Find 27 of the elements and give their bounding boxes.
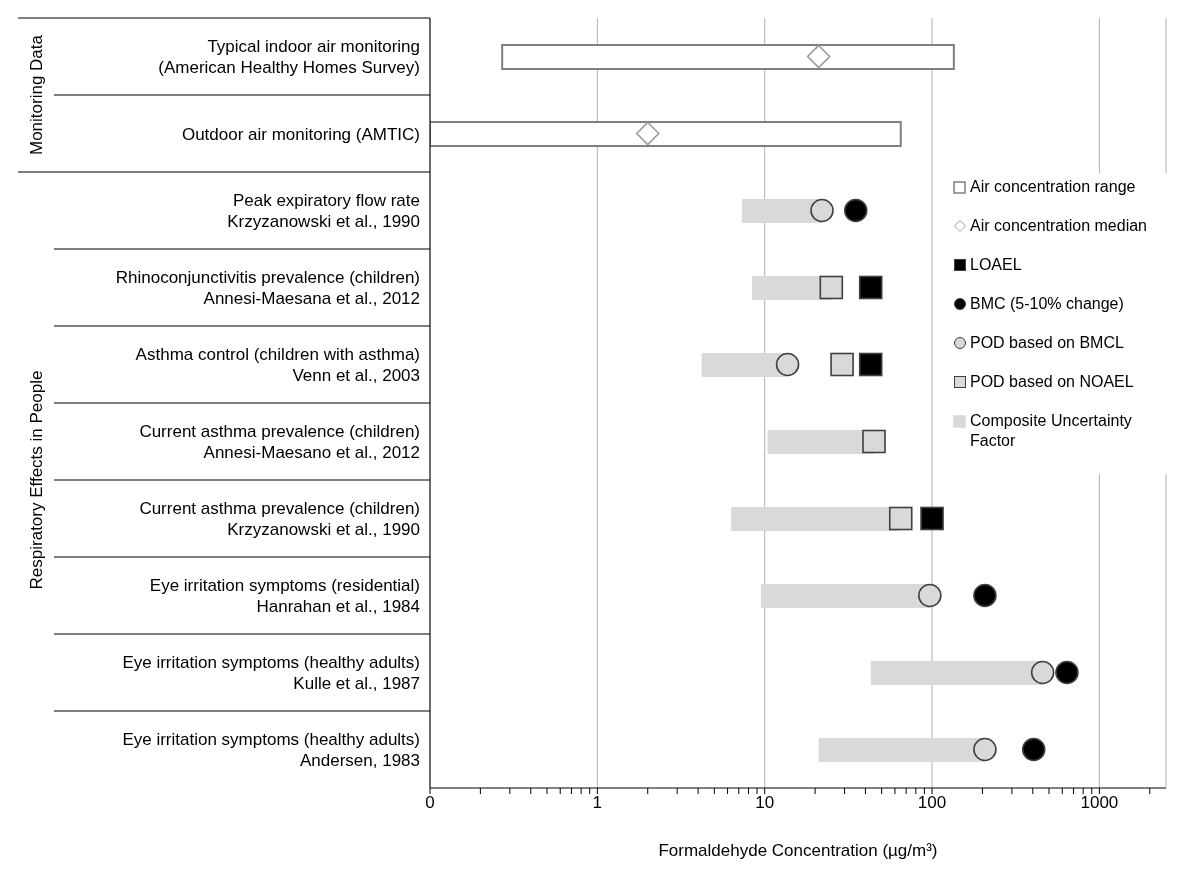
legend-label: Composite Uncertainty Factor bbox=[970, 411, 1133, 451]
y-tick-label: Eye irritation symptoms (healthy adults) Kulle et al., 1987 bbox=[122, 652, 420, 693]
y-tick-label: Current asthma prevalence (children) Annesi-Maesano et al., 2012 bbox=[139, 421, 420, 462]
legend-label: BMC (5-10% change) bbox=[970, 294, 1124, 314]
y-tick-label: Peak expiratory flow rate Krzyzanowski et al., 1990 bbox=[227, 190, 420, 231]
legend-label: POD based on NOAEL bbox=[970, 372, 1134, 392]
legend-label: LOAEL bbox=[970, 255, 1022, 275]
legend-label: Air concentration range bbox=[970, 177, 1136, 197]
y-tick-label: Eye irritation symptoms (residential) Hanrahan et al., 1984 bbox=[149, 575, 420, 616]
y-tick-label: Current asthma prevalence (children) Krzyzanowski et al., 1990 bbox=[139, 498, 420, 539]
x-tick-label: 1000 bbox=[1080, 793, 1119, 813]
bar bbox=[430, 121, 902, 147]
x-tick-label: 10 bbox=[755, 793, 775, 813]
x-tick-label: 0 bbox=[425, 793, 435, 813]
y-tick-label: Asthma control (children with asthma) Venn et al., 2003 bbox=[135, 344, 420, 385]
legend-label: Air concentration median bbox=[970, 216, 1147, 236]
text: Respiratory Effects in People bbox=[26, 370, 46, 590]
x-tick-label: 100 bbox=[917, 793, 947, 813]
x-tick-label: 1 bbox=[592, 793, 603, 813]
x-axis-title: Formaldehyde Concentration (µg/m³) bbox=[658, 841, 938, 860]
y-tick-label: Typical indoor air monitoring (American Healthy Homes Survey) bbox=[158, 36, 420, 77]
legend-label: POD based on BMCL bbox=[970, 333, 1124, 353]
y-tick-label: Eye irritation symptoms (healthy adults) Andersen, 1983 bbox=[122, 729, 420, 770]
y-tick-label: Rhinoconjunctivitis prevalence (children) Annesi-Maesana et al., 2012 bbox=[115, 267, 420, 308]
text: Monitoring Data bbox=[26, 34, 46, 156]
bar bbox=[501, 44, 955, 70]
y-tick-label: Outdoor air monitoring (AMTIC) bbox=[181, 124, 420, 143]
